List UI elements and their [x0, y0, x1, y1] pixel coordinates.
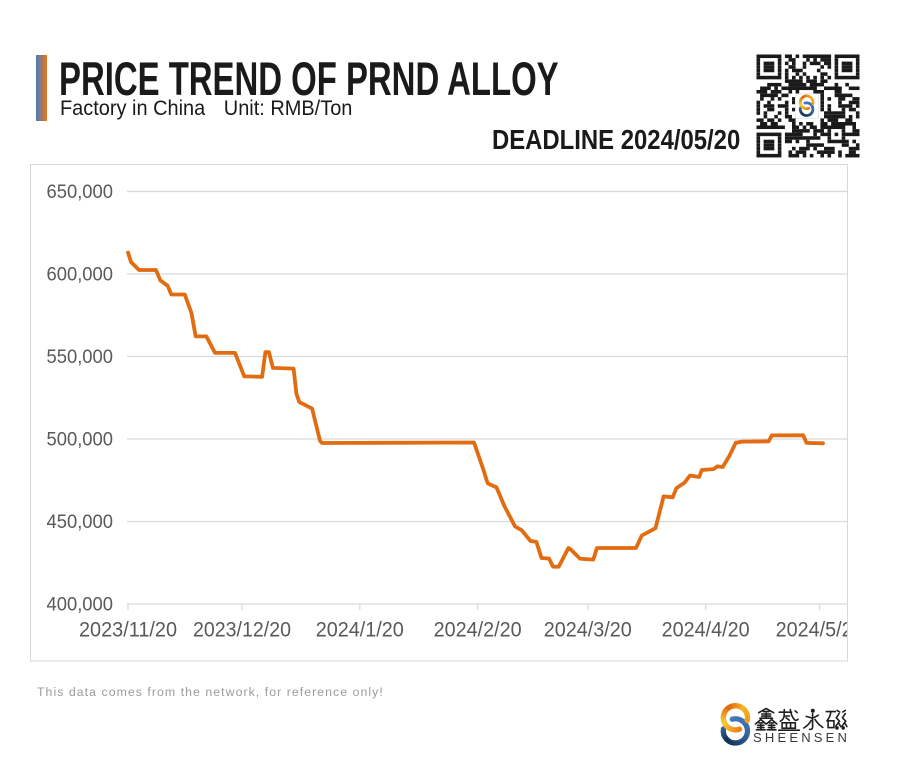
svg-text:2023/11/20: 2023/11/20 — [79, 619, 177, 642]
svg-text:2023/12/20: 2023/12/20 — [193, 619, 291, 642]
svg-text:2024/1/20: 2024/1/20 — [316, 619, 404, 642]
svg-text:550,000: 550,000 — [47, 347, 114, 368]
svg-text:650,000: 650,000 — [47, 182, 114, 203]
svg-text:400,000: 400,000 — [47, 595, 114, 616]
svg-text:500,000: 500,000 — [47, 430, 114, 451]
svg-text:600,000: 600,000 — [47, 265, 114, 286]
svg-text:2024/3/20: 2024/3/20 — [544, 619, 632, 642]
svg-text:2024/5/20: 2024/5/20 — [776, 619, 864, 642]
svg-text:450,000: 450,000 — [47, 512, 114, 533]
svg-text:2024/4/20: 2024/4/20 — [662, 619, 750, 642]
svg-text:2024/2/20: 2024/2/20 — [434, 619, 522, 642]
